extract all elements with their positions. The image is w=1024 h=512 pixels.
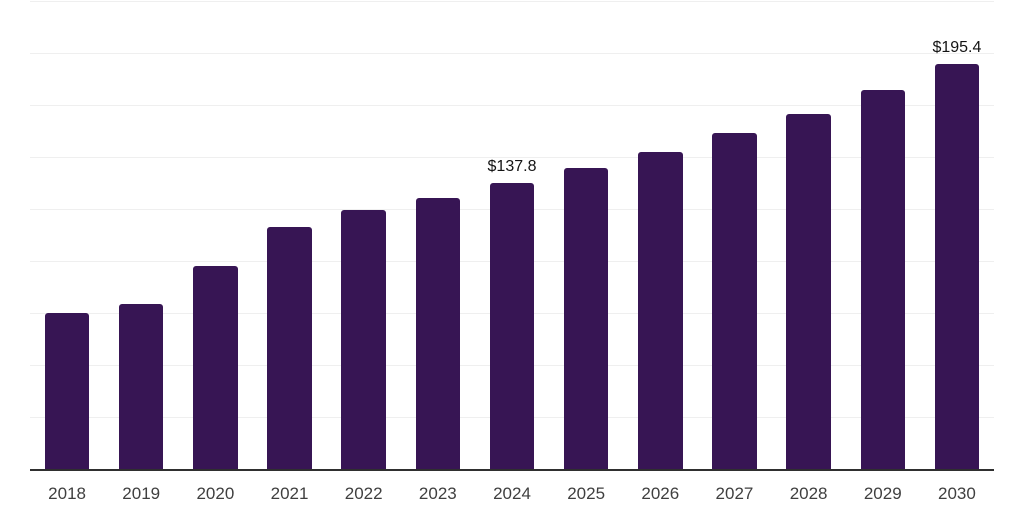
x-tick-label-2030: 2030 [938, 484, 976, 503]
bar-2030 [934, 63, 980, 470]
gridline-150 [30, 157, 994, 158]
bar-2029 [860, 89, 905, 470]
plot-area: $137.8 $195.4 [30, 1, 994, 470]
bar-2018 [44, 313, 90, 470]
gridline-200 [30, 53, 994, 54]
data-label-2024: $137.8 [487, 158, 537, 176]
x-tick-label-2021: 2021 [270, 484, 309, 503]
gridline-175 [30, 105, 994, 106]
bar-2025 [563, 167, 609, 470]
x-tick-label-2018: 2018 [48, 484, 86, 503]
bar-2019 [118, 304, 164, 470]
data-label-2030: $195.4 [932, 38, 982, 56]
x-tick-label-2029: 2029 [863, 484, 902, 503]
x-tick-label-2023: 2023 [418, 484, 457, 503]
gridline-225 [30, 1, 994, 2]
x-tick-label-2020: 2020 [196, 484, 235, 503]
bar-2027 [712, 133, 757, 470]
x-axis-labels: 2018 2019 2020 2021 2022 2023 2024 2025 2026 2027… [30, 485, 994, 507]
x-axis-line [30, 469, 994, 471]
bar-2021 [267, 227, 312, 470]
x-tick-label-2027: 2027 [715, 484, 754, 503]
bar-2020 [193, 266, 238, 470]
bar-2023 [415, 197, 461, 470]
bar-2024 [489, 183, 535, 470]
x-tick-label-2028: 2028 [789, 484, 828, 503]
x-tick-label-2026: 2026 [641, 484, 680, 503]
bar-2022 [341, 209, 386, 470]
bar-2028 [786, 113, 831, 470]
x-tick-label-2022: 2022 [344, 484, 383, 503]
x-tick-label-2025: 2025 [567, 484, 606, 503]
bar-2026 [638, 152, 683, 470]
x-tick-label-2024: 2024 [493, 484, 531, 503]
x-tick-label-2019: 2019 [122, 484, 161, 503]
